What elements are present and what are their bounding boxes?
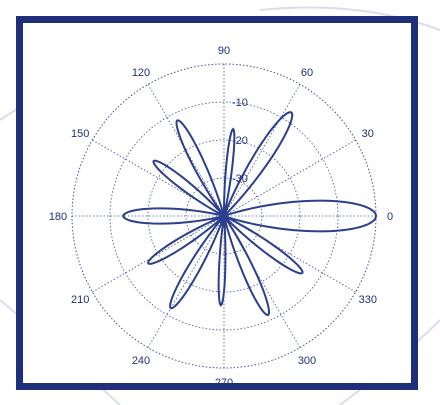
angle-tick-label: 150 xyxy=(71,128,89,140)
chart-frame: 0 30 60 90 120 150 180 210 240 270 300 330 -10 -20 -3… xyxy=(16,16,418,390)
angle-tick-label: 0 xyxy=(387,211,393,223)
angle-tick-label: 240 xyxy=(132,355,150,367)
grid-spoke xyxy=(223,84,301,217)
grid-spoke xyxy=(223,139,356,217)
radial-tick-label: -20 xyxy=(232,135,248,147)
angle-tick-labels: 0 30 60 90 120 150 180 210 240 270 300 330 xyxy=(49,45,393,383)
radiation-pattern-line xyxy=(122,111,378,316)
angle-tick-label: 120 xyxy=(132,67,150,79)
radial-tick-label: -10 xyxy=(232,97,248,109)
angle-tick-label: 300 xyxy=(298,355,316,367)
angle-tick-label: 180 xyxy=(49,211,67,223)
angle-tick-label: 210 xyxy=(71,294,89,306)
grid-spoke xyxy=(147,215,225,348)
grid-ring xyxy=(109,101,339,331)
angle-tick-label: 30 xyxy=(362,128,374,140)
grid-spoke xyxy=(92,215,225,293)
angle-tick-label: 330 xyxy=(359,294,377,306)
angle-tick-label: 90 xyxy=(218,45,230,57)
grid-ring xyxy=(185,177,263,255)
angle-tick-label: 270 xyxy=(215,377,233,383)
angle-tick-label: 60 xyxy=(301,67,313,79)
grid-spoke xyxy=(147,84,225,217)
